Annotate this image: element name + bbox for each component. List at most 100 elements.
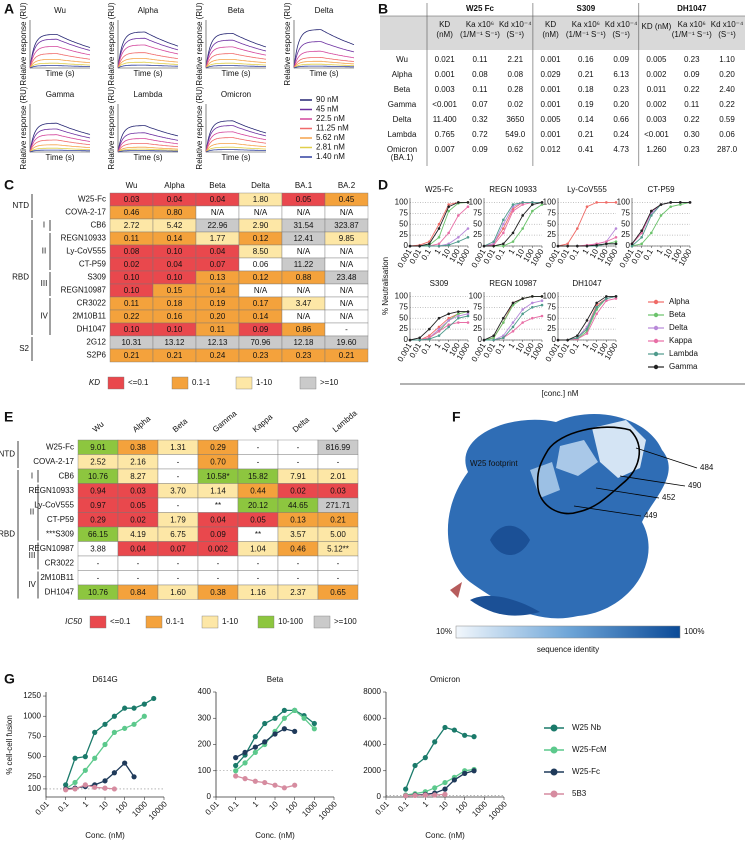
x-tick-label: 1	[433, 247, 443, 256]
legend-marker	[550, 746, 558, 754]
data-point	[466, 235, 470, 239]
x-tick-label: 0.1	[494, 341, 508, 356]
heatmap-cell	[324, 348, 369, 363]
data-point	[82, 782, 88, 788]
data-point	[432, 739, 438, 745]
data-point	[585, 319, 589, 322]
data-point	[63, 787, 69, 793]
data-point	[72, 779, 78, 786]
data-point	[437, 235, 441, 239]
legend-marker	[653, 338, 659, 344]
legend-swatch	[235, 376, 253, 390]
table-cell: 0.09	[472, 145, 488, 154]
x-tick-label: 0.01	[34, 799, 52, 817]
data-point	[540, 303, 544, 307]
legend-label: 5.62 nM	[316, 133, 345, 142]
data-point	[630, 244, 634, 248]
data-point	[252, 778, 258, 784]
data-point	[511, 329, 515, 333]
y-tick-label: 100	[395, 197, 409, 206]
data-point	[466, 201, 470, 204]
data-point	[428, 327, 431, 331]
data-point	[659, 214, 663, 217]
group-header: S309	[577, 4, 596, 13]
table-cell: 0.22	[719, 100, 735, 109]
table-cell: 0.021	[435, 55, 456, 64]
x-axis-label: Time (s)	[221, 153, 250, 162]
y-tick-label: 500	[28, 752, 42, 761]
sensorgram	[205, 120, 267, 153]
y-tick-label: 2000	[363, 766, 381, 775]
series-line	[410, 206, 469, 247]
cell-value: 2.16	[130, 457, 146, 466]
data-point	[531, 295, 534, 298]
data-point	[242, 749, 248, 755]
plot-title: Wu	[54, 6, 66, 15]
y-tick-label: 1250	[23, 691, 41, 700]
data-point	[447, 312, 450, 316]
row-label: Wu	[396, 55, 408, 64]
data-point	[640, 229, 643, 233]
data-point	[576, 334, 579, 337]
data-point	[131, 774, 137, 780]
y-tick-label: 50	[547, 313, 556, 322]
y-tick-label: 75	[473, 208, 482, 217]
data-point	[457, 310, 460, 313]
plot-title: Ly-CoV555	[567, 185, 607, 194]
data-point	[437, 244, 441, 248]
row-label: REGN10987	[61, 286, 107, 295]
table-cell: 0.002	[646, 100, 667, 109]
data-point	[595, 201, 598, 204]
cell-value: 1.77	[210, 234, 226, 243]
y-tick-label: 75	[399, 302, 408, 311]
table-cell: 0.003	[435, 85, 456, 94]
table-cell: 6.13	[613, 70, 629, 79]
cell-value: -	[177, 559, 180, 568]
y-tick-label: 25	[473, 230, 482, 239]
axis	[45, 692, 164, 798]
y-axis-label: Relative response (RU)	[107, 86, 116, 169]
legend-marker	[653, 351, 659, 357]
table-cell: 0.011	[647, 85, 667, 94]
data-point	[502, 218, 505, 222]
domain-label: NTD	[0, 450, 15, 459]
row-label: DH1047	[77, 325, 107, 334]
data-point	[531, 301, 534, 305]
data-point	[141, 701, 147, 707]
data-point	[82, 754, 88, 760]
data-point	[437, 316, 441, 320]
sensorgram	[117, 150, 178, 153]
column-header: Alpha	[131, 414, 153, 434]
sensorgram	[29, 149, 90, 153]
cell-value: -	[137, 573, 140, 582]
y-tick-label: 25	[399, 230, 408, 239]
legend-title: IC50	[65, 617, 82, 626]
cell-value: 0.17	[253, 299, 269, 308]
x-tick-label: 10	[267, 799, 280, 812]
legend-label: 1.40 nM	[316, 152, 345, 161]
table-cell: 0.005	[541, 115, 562, 124]
column-header: KD	[545, 20, 556, 29]
row-label: CT-P59	[47, 515, 75, 524]
data-point	[521, 203, 524, 206]
cell-value: 0.03	[124, 195, 140, 204]
sensorgram	[29, 46, 91, 69]
data-point	[82, 767, 88, 773]
cell-value: 0.06	[253, 260, 269, 269]
data-point	[659, 203, 663, 206]
data-point	[457, 201, 460, 204]
surface-shade	[470, 595, 540, 616]
data-point	[122, 725, 128, 731]
class-label: II	[30, 508, 34, 517]
table-cell: <0.001	[644, 130, 669, 139]
sensorgram	[293, 41, 355, 69]
cell-value: 10.76	[88, 472, 109, 481]
column-header: (nM)	[436, 30, 453, 39]
data-point	[521, 297, 524, 300]
y-tick-label: 0	[207, 792, 212, 801]
table-cell: 2.40	[719, 85, 735, 94]
y-tick-label: 75	[621, 208, 630, 217]
data-point	[72, 786, 78, 792]
table-cell: 0.007	[435, 145, 456, 154]
data-point	[576, 227, 579, 230]
